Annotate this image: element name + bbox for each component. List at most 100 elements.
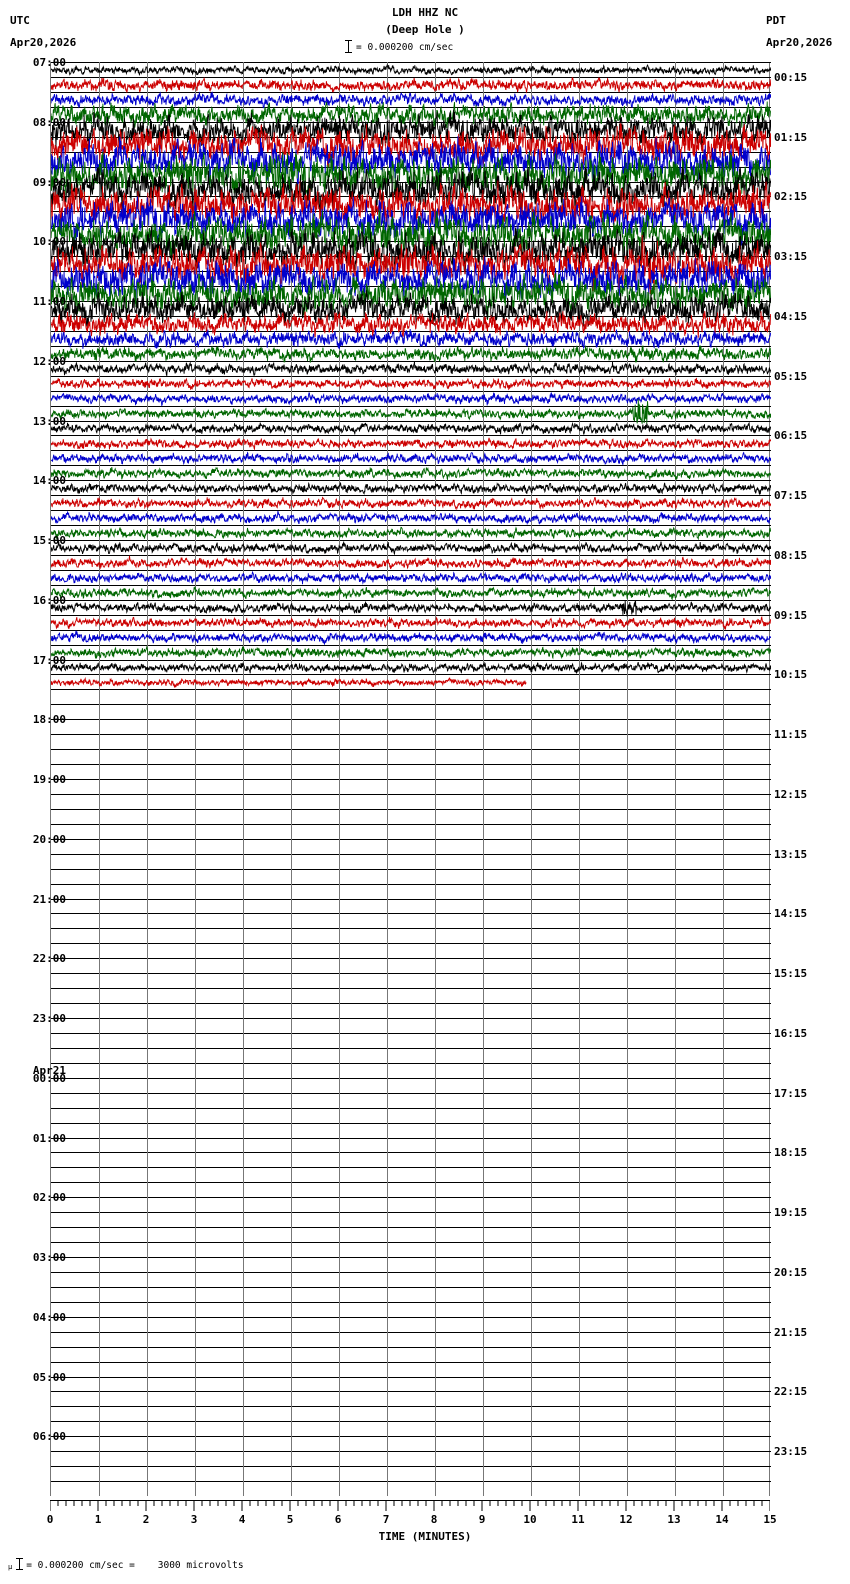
right-time-label: 03:15 <box>774 250 808 264</box>
seismic-trace <box>51 151 771 196</box>
seismic-trace <box>51 101 771 129</box>
right-time-label: 17:15 <box>774 1086 808 1100</box>
x-tick-label: 14 <box>715 1513 729 1526</box>
station-subtitle: (Deep Hole ) <box>385 23 465 36</box>
seismic-trace <box>51 399 771 424</box>
seismic-trace <box>51 496 771 511</box>
right-time-label: 02:15 <box>774 190 808 204</box>
right-time-label: 20:15 <box>774 1265 808 1279</box>
seismic-trace <box>51 272 771 320</box>
right-time-label: 06:15 <box>774 429 808 443</box>
right-time-label: 08:15 <box>774 548 808 562</box>
right-time-label: 07:15 <box>774 489 808 503</box>
seismogram-plot <box>50 62 771 1496</box>
right-time-label: 10:15 <box>774 668 808 682</box>
right-time-label: 22:15 <box>774 1385 808 1399</box>
trace-canvas <box>51 62 771 1496</box>
right-time-label: 13:15 <box>774 847 808 861</box>
seismic-trace <box>51 586 771 601</box>
seismic-trace <box>51 122 771 168</box>
timezone-right-label: PDT <box>766 14 786 27</box>
seismic-trace <box>51 421 771 436</box>
seismic-trace <box>51 540 771 556</box>
seismic-trace <box>51 615 771 630</box>
left-time-label: 21:00 <box>32 892 66 906</box>
left-time-label: 01:00 <box>32 1131 66 1145</box>
left-time-label: 20:00 <box>32 832 66 846</box>
left-time-label: 12:00 <box>32 354 66 368</box>
x-tick-label: 4 <box>238 1513 246 1526</box>
x-tick-label: 8 <box>430 1513 438 1526</box>
right-time-label: 09:15 <box>774 608 808 622</box>
left-time-label: 10:00 <box>32 235 66 249</box>
footer-scale-bar-icon <box>16 1558 24 1570</box>
right-time-label: 21:15 <box>774 1325 808 1339</box>
left-time-label: 18:00 <box>32 713 66 727</box>
left-time-label: 03:00 <box>32 1251 66 1264</box>
right-time-label: 19:15 <box>774 1206 808 1220</box>
seismic-trace <box>51 290 771 327</box>
left-time-label: 02:00 <box>32 1191 66 1205</box>
seismic-trace <box>51 391 771 407</box>
left-time-label: 04:00 <box>32 1310 66 1324</box>
seismic-trace <box>51 109 771 149</box>
seismic-trace <box>51 555 771 570</box>
x-tick-label: 15 <box>763 1513 777 1526</box>
left-time-label: 22:00 <box>32 952 66 966</box>
left-time-label: 23:00 <box>32 1012 66 1025</box>
seismic-trace <box>51 63 771 77</box>
x-tick-label: 13 <box>667 1513 681 1526</box>
seismic-trace <box>51 196 771 246</box>
seismic-trace <box>51 136 771 185</box>
right-time-label: 05:15 <box>774 369 808 383</box>
seismic-trace <box>51 526 771 541</box>
scale-bar-icon <box>345 40 352 53</box>
seismic-trace <box>51 645 771 660</box>
x-axis-title: TIME (MINUTES) <box>378 1530 472 1543</box>
seismic-trace <box>51 451 771 466</box>
seismic-trace <box>51 600 771 617</box>
right-time-label: 00:15 <box>774 70 808 84</box>
header-scale-text: = 0.000200 cm/sec <box>356 42 454 53</box>
seismic-trace <box>51 437 771 451</box>
seismic-trace <box>51 91 771 109</box>
footer-scale-legend: μ = 0.000200 cm/sec = 3000 microvolts <box>8 1558 244 1571</box>
left-time-label: 08:00 <box>32 115 66 129</box>
x-tick-label: 6 <box>334 1513 342 1526</box>
left-time-label: 13:00 <box>32 414 66 428</box>
seismic-trace <box>51 510 771 526</box>
micro-prefix: μ <box>8 1563 13 1571</box>
left-time-label: 06:00 <box>32 1430 66 1444</box>
seismic-trace <box>51 361 771 377</box>
seismic-trace <box>51 570 771 585</box>
header-scale-legend: = 0.000200 cm/sec <box>345 40 453 53</box>
date-left-label: Apr20,2026 <box>10 36 77 49</box>
right-time-label: 23:15 <box>774 1445 808 1459</box>
date-right-label: Apr20,2026 <box>766 36 833 49</box>
station-title: LDH HHZ NC <box>391 6 459 19</box>
left-time-label: 14:00 <box>32 474 66 488</box>
right-time-label: 01:15 <box>774 130 808 144</box>
left-time-label: 00:00 <box>32 1071 66 1085</box>
x-tick-label: 2 <box>142 1513 150 1526</box>
left-time-label: 16:00 <box>32 593 66 607</box>
x-tick-label: 0 <box>46 1513 54 1526</box>
right-time-label: 16:15 <box>774 1026 808 1040</box>
x-tick-label: 10 <box>523 1513 537 1526</box>
right-time-label: 15:15 <box>774 967 808 981</box>
seismic-trace <box>51 466 771 481</box>
seismic-trace <box>51 166 771 216</box>
seismic-trace <box>51 377 771 391</box>
seismic-trace <box>51 481 771 495</box>
left-time-label: 09:00 <box>32 175 66 189</box>
right-time-label: 04:15 <box>774 309 808 323</box>
timezone-left-label: UTC <box>10 14 30 27</box>
x-tick-label: 3 <box>190 1513 198 1526</box>
right-time-label: 14:15 <box>774 907 808 921</box>
seismic-trace <box>51 630 771 646</box>
x-tick-label: 11 <box>571 1513 585 1526</box>
x-tick-label: 12 <box>619 1513 633 1526</box>
left-time-label: 17:00 <box>32 653 66 667</box>
right-time-label: 12:15 <box>774 787 808 801</box>
